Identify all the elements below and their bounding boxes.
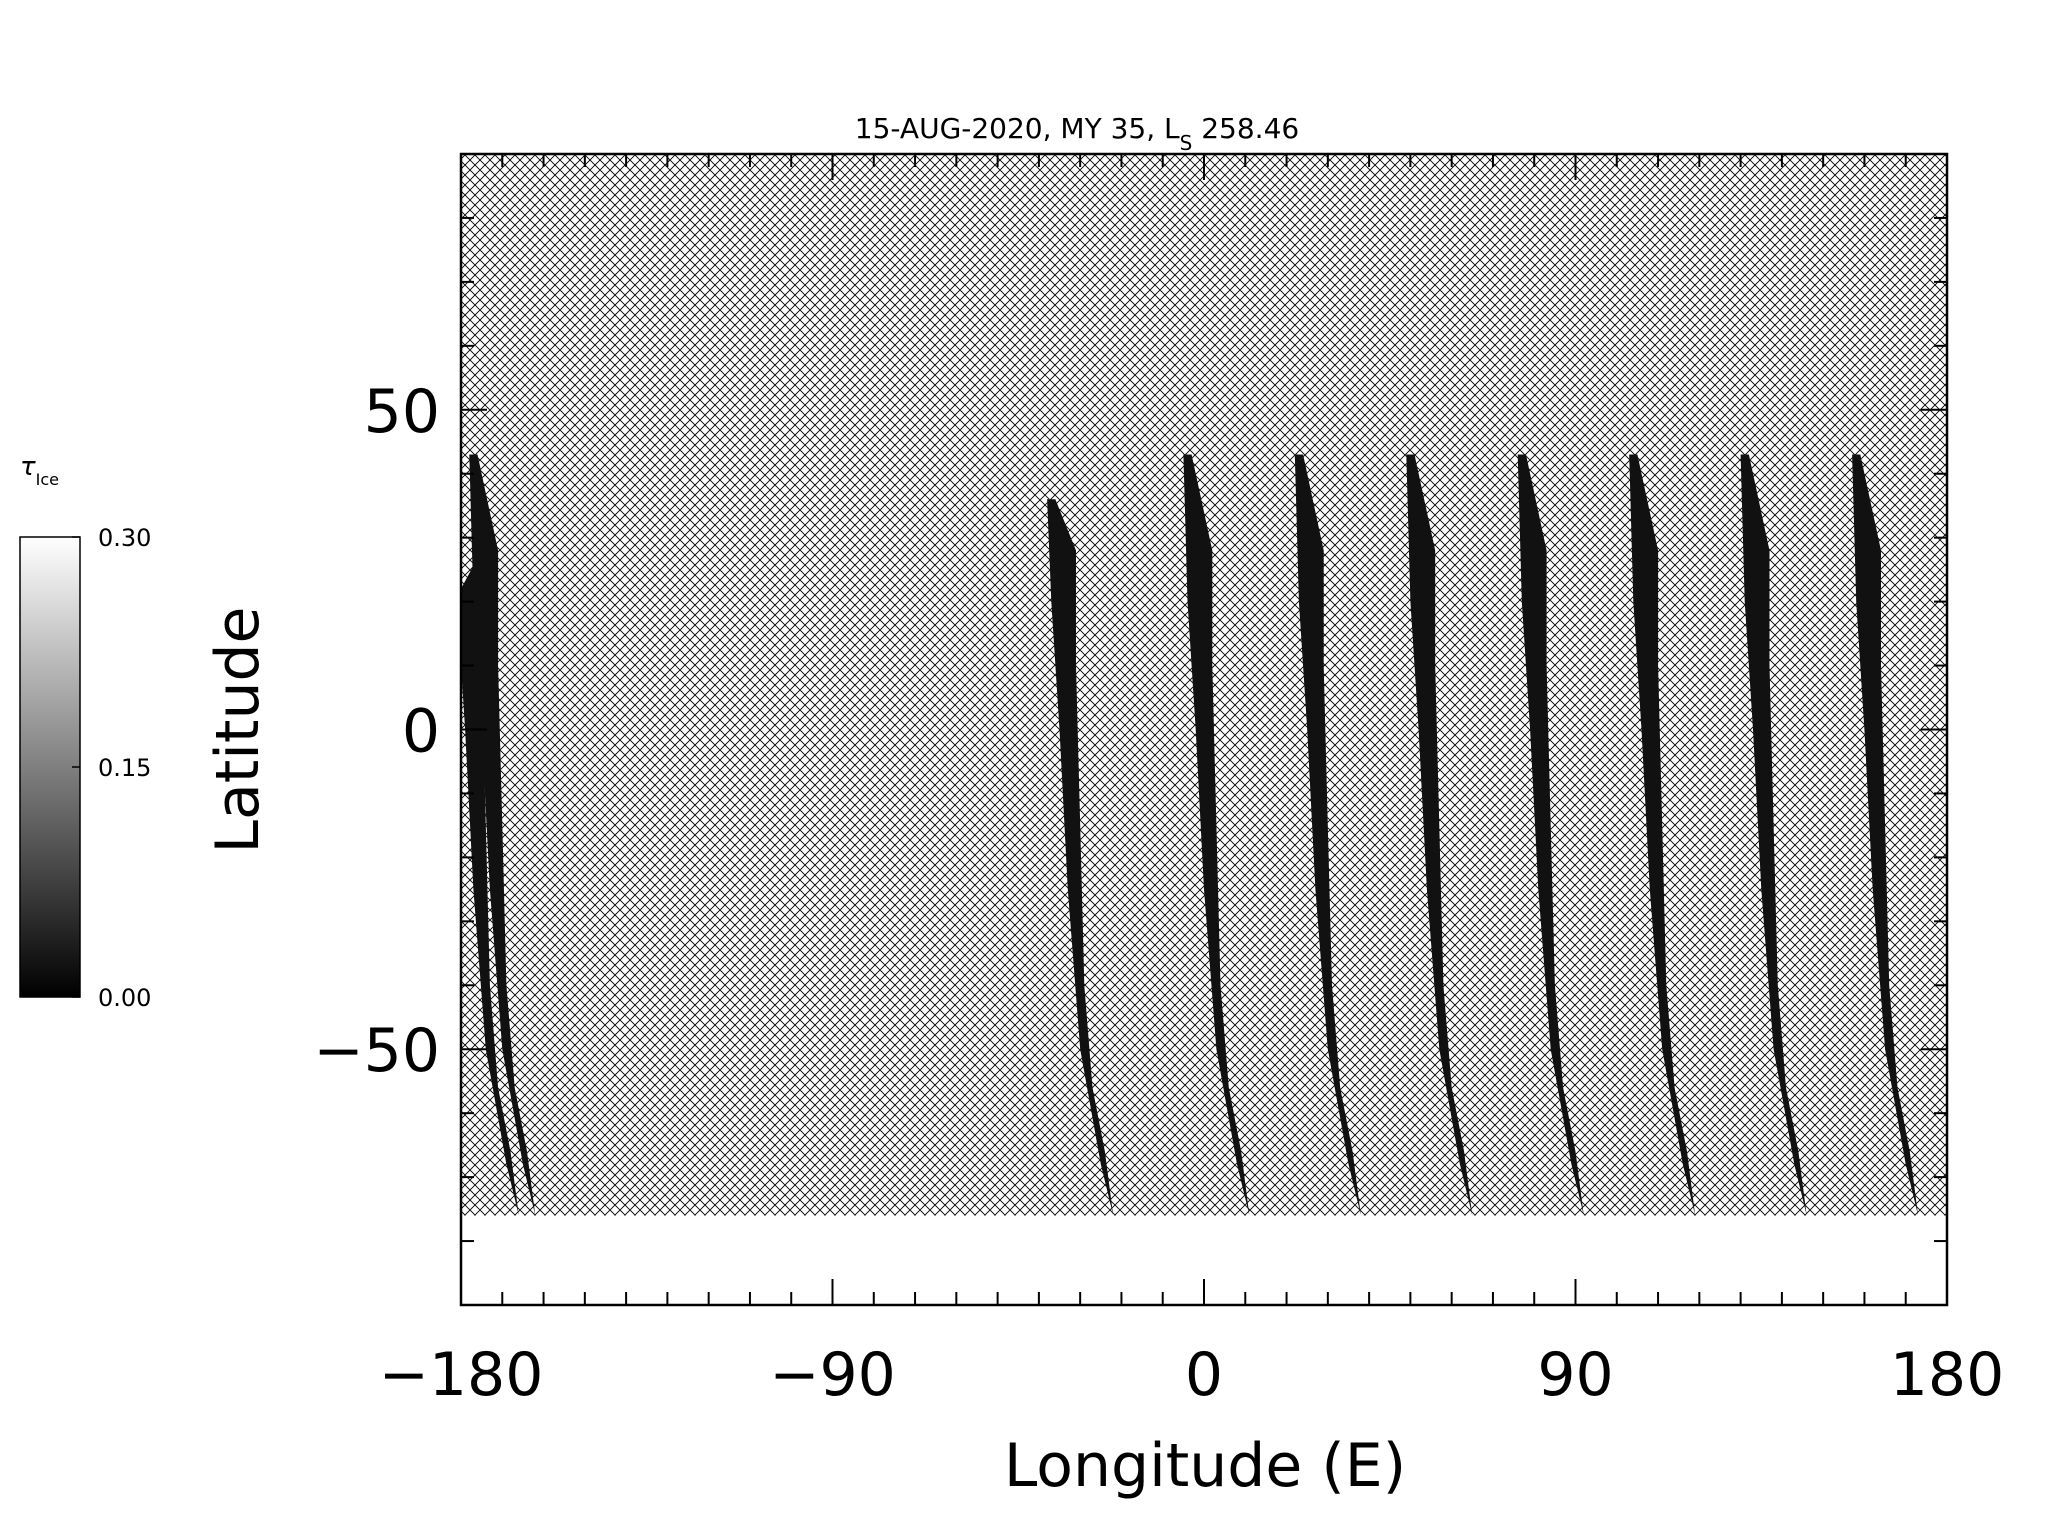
y-tick-label: 50: [364, 377, 440, 447]
y-tick-label: 0: [402, 697, 440, 767]
x-tick-labels: −180 −90 0 90 180: [379, 1340, 2005, 1410]
x-tick-label: −180: [379, 1340, 544, 1410]
swath-3: [1047, 499, 1114, 1216]
swath-7: [1517, 454, 1584, 1216]
swath-10: [1852, 454, 1919, 1216]
title-subscript: S: [1180, 131, 1193, 155]
colorbar: τIce 0.00 0.15 0.30: [19, 452, 151, 1012]
colorbar-ticks: 0.00 0.15 0.30: [72, 524, 151, 1012]
y-tick-label: −50: [313, 1016, 440, 1086]
swath-6: [1406, 454, 1473, 1216]
axis-ticks: [460, 153, 1948, 1306]
swath-9: [1740, 454, 1807, 1216]
x-tick-label: −90: [769, 1340, 896, 1410]
x-tick-label: 0: [1185, 1340, 1223, 1410]
colorbar-tick-label: 0.00: [98, 984, 151, 1012]
colorbar-tick-label: 0.15: [98, 754, 151, 782]
chart-title: 15-AUG-2020, MY 35, LS 258.46: [855, 112, 1299, 155]
x-axis-label: Longitude (E): [1004, 1431, 1406, 1501]
swath-4: [1183, 454, 1250, 1216]
swath-5: [1294, 454, 1361, 1216]
y-axis-label: Latitude: [203, 607, 273, 854]
swath-1: [461, 550, 519, 1216]
x-tick-label: 180: [1890, 1340, 2005, 1410]
swath-8: [1629, 454, 1696, 1216]
colorbar-label-subscript: Ice: [36, 470, 59, 489]
colorbar-tick-label: 0.30: [98, 524, 151, 552]
y-tick-labels: −50 0 50: [313, 377, 440, 1086]
colorbar-gradient: [19, 536, 81, 998]
swath-2: [469, 454, 536, 1216]
data-swaths: [461, 454, 1919, 1216]
x-tick-label: 90: [1537, 1340, 1613, 1410]
colorbar-label: τIce: [20, 452, 59, 489]
